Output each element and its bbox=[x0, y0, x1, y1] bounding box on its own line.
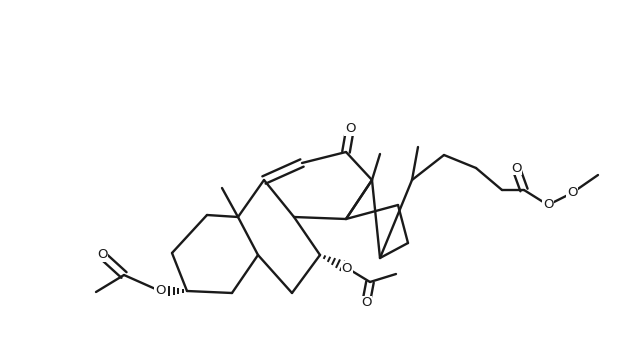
Text: O: O bbox=[342, 261, 352, 274]
Text: O: O bbox=[345, 122, 355, 136]
Text: O: O bbox=[567, 187, 577, 200]
Text: O: O bbox=[97, 249, 108, 261]
Text: O: O bbox=[155, 285, 165, 298]
Text: O: O bbox=[361, 296, 371, 309]
Text: O: O bbox=[543, 199, 553, 211]
Text: O: O bbox=[511, 162, 521, 174]
